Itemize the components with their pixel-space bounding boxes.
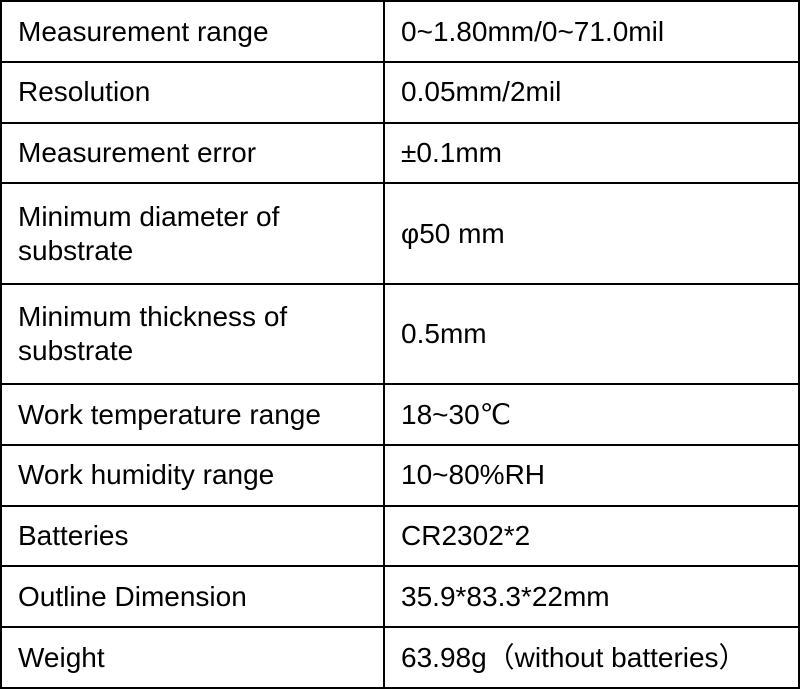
- table-row: Work humidity range 10~80%RH: [1, 445, 799, 506]
- spec-label: Minimum diameter of substrate: [1, 183, 384, 283]
- spec-label: Measurement error: [1, 123, 384, 184]
- spec-label: Minimum thickness of substrate: [1, 284, 384, 384]
- spec-value: 0.05mm/2mil: [384, 62, 799, 123]
- specifications-table: Measurement range 0~1.80mm/0~71.0mil Res…: [0, 0, 800, 689]
- table-row: Measurement range 0~1.80mm/0~71.0mil: [1, 1, 799, 62]
- table-row: Work temperature range 18~30℃: [1, 384, 799, 445]
- spec-value: φ50 mm: [384, 183, 799, 283]
- spec-value: CR2302*2: [384, 506, 799, 567]
- table-row: Outline Dimension 35.9*83.3*22mm: [1, 566, 799, 627]
- spec-label: Measurement range: [1, 1, 384, 62]
- table-row: Weight 63.98g（without batteries）: [1, 627, 799, 688]
- table-row: Batteries CR2302*2: [1, 506, 799, 567]
- spec-value: 63.98g（without batteries）: [384, 627, 799, 688]
- spec-label: Work temperature range: [1, 384, 384, 445]
- spec-label: Work humidity range: [1, 445, 384, 506]
- spec-value: 0.5mm: [384, 284, 799, 384]
- spec-value: 18~30℃: [384, 384, 799, 445]
- table-row: Minimum thickness of substrate 0.5mm: [1, 284, 799, 384]
- spec-label: Resolution: [1, 62, 384, 123]
- spec-label: Outline Dimension: [1, 566, 384, 627]
- spec-value: 0~1.80mm/0~71.0mil: [384, 1, 799, 62]
- spec-value: 35.9*83.3*22mm: [384, 566, 799, 627]
- spec-label: Batteries: [1, 506, 384, 567]
- spec-value: 10~80%RH: [384, 445, 799, 506]
- spec-label: Weight: [1, 627, 384, 688]
- table-row: Minimum diameter of substrate φ50 mm: [1, 183, 799, 283]
- table-row: Resolution 0.05mm/2mil: [1, 62, 799, 123]
- table-row: Measurement error ±0.1mm: [1, 123, 799, 184]
- spec-value: ±0.1mm: [384, 123, 799, 184]
